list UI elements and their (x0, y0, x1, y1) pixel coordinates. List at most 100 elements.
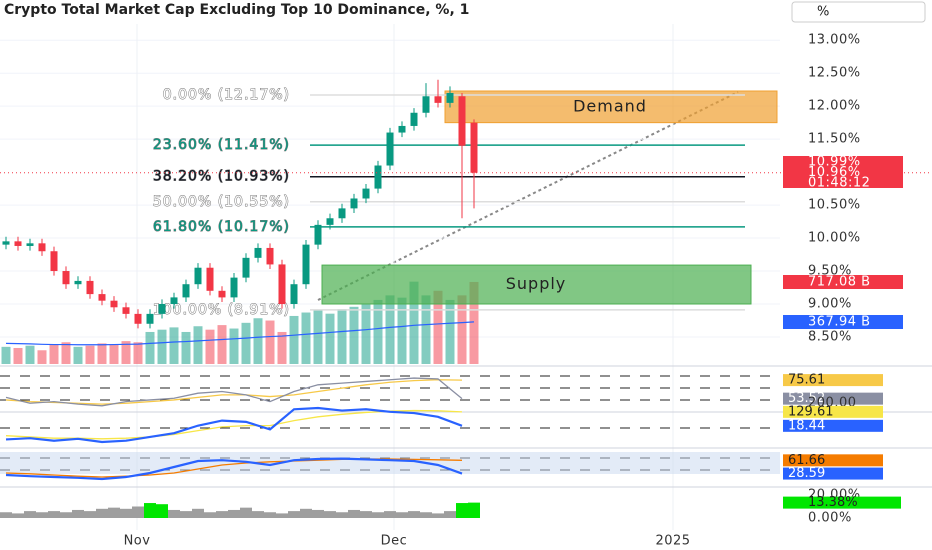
volume-bar (229, 328, 239, 364)
candle-body (14, 241, 22, 246)
histogram-bar (300, 508, 312, 518)
volume-bar (277, 331, 287, 364)
volume-bar (349, 306, 359, 364)
x-tick-label: 2025 (655, 534, 690, 549)
indicator-badge: 13.38% (808, 495, 858, 510)
volume-bar (445, 299, 455, 364)
volume-badge-bg (783, 275, 903, 289)
price-badge-bg (783, 166, 903, 178)
price-badge-bg (783, 177, 903, 188)
volume-bar (61, 342, 71, 364)
histogram-bar (48, 511, 60, 518)
histogram-bar (468, 502, 480, 518)
histogram-bar (228, 509, 240, 518)
volume-bar (1, 346, 11, 364)
histogram-bar (72, 509, 84, 518)
volume-bar (265, 320, 275, 364)
candle-body (254, 247, 262, 258)
volume-bar (325, 313, 335, 364)
volume-bar (433, 290, 443, 364)
volume-bar (145, 331, 155, 364)
volume-bar (73, 346, 83, 364)
histogram-bar (132, 506, 144, 518)
volume-bar (361, 304, 371, 364)
indicator-line (5, 379, 463, 405)
candle-body (158, 303, 166, 314)
candle-body (458, 96, 466, 146)
chart-title: Crypto Total Market Cap Excluding Top 10… (4, 2, 469, 18)
candle-body (170, 297, 178, 304)
volume-bar (421, 295, 431, 364)
volume-bar (457, 295, 467, 364)
candle-body (38, 243, 46, 252)
y-tick-label: 11.50% (808, 132, 861, 147)
histogram-bar (12, 513, 24, 518)
volume-bar (241, 322, 251, 364)
volume-bar (37, 350, 47, 364)
candle-body (314, 224, 322, 245)
scale-box[interactable] (791, 1, 926, 23)
fib-label: 61.80% (10.17%) (153, 219, 290, 235)
indicator-badge-bg (783, 454, 883, 467)
volume-ma-line (5, 321, 475, 346)
indicator-line (5, 406, 463, 444)
candle-body (338, 208, 346, 219)
candle-body (410, 112, 418, 126)
volume-bar (469, 281, 479, 364)
volume-bar (97, 343, 107, 364)
price-badge: 01:48:12 (808, 176, 870, 191)
histogram-bar (336, 512, 348, 518)
candle-body (302, 244, 310, 285)
indicator-badge-bg (783, 419, 883, 432)
y-tick-label: 9.00% (808, 296, 852, 311)
histogram-bar (180, 511, 192, 518)
indicator-line (5, 457, 463, 481)
histogram-bar (84, 511, 96, 518)
histogram-bar (384, 511, 396, 518)
volume-badge: 717.08 B (808, 275, 871, 290)
volume-bar (217, 325, 227, 364)
candle-body (194, 267, 202, 285)
candle-body (422, 96, 430, 113)
candle-body (326, 218, 334, 225)
volume-bar (169, 327, 179, 364)
candle-body (206, 267, 214, 291)
indicator-badge-bg (783, 467, 883, 480)
volume-bar (133, 342, 143, 364)
histogram-bar (324, 511, 336, 518)
histogram-bar (192, 508, 204, 518)
candle-body (218, 290, 226, 298)
candle-body (434, 96, 442, 103)
y-tick-label: 10.00% (808, 231, 861, 246)
histogram-bar (360, 511, 372, 518)
volume-bar (49, 344, 59, 364)
candle-body (470, 122, 478, 173)
histogram-bar (372, 512, 384, 518)
candle-body (446, 92, 454, 103)
indicator-badge: 129.61 (788, 404, 834, 419)
histogram-bar (396, 512, 408, 518)
candle-body (182, 284, 190, 298)
candle-body (374, 165, 382, 189)
candle-body (350, 198, 358, 209)
histogram-bar (96, 508, 108, 518)
candle-body (386, 132, 394, 166)
price-badge-bg (783, 156, 903, 167)
volume-bar (157, 329, 167, 364)
fib-label: 50.00% (10.55%) (153, 194, 290, 210)
zone (321, 264, 752, 305)
histogram-bar (252, 511, 264, 518)
indicator-badge: 18.44 (788, 418, 825, 433)
histogram-bar (204, 512, 216, 518)
y-tick-label: 10.50% (808, 198, 861, 213)
candle-body (230, 277, 238, 298)
candle-body (146, 313, 154, 324)
histogram-bar (0, 512, 12, 518)
indicator-badge: 75.61 (788, 373, 825, 388)
candle-body (98, 294, 106, 301)
zone (444, 90, 778, 124)
volume-bar (385, 295, 395, 364)
histogram-bar (36, 512, 48, 518)
candle-body (290, 284, 298, 304)
